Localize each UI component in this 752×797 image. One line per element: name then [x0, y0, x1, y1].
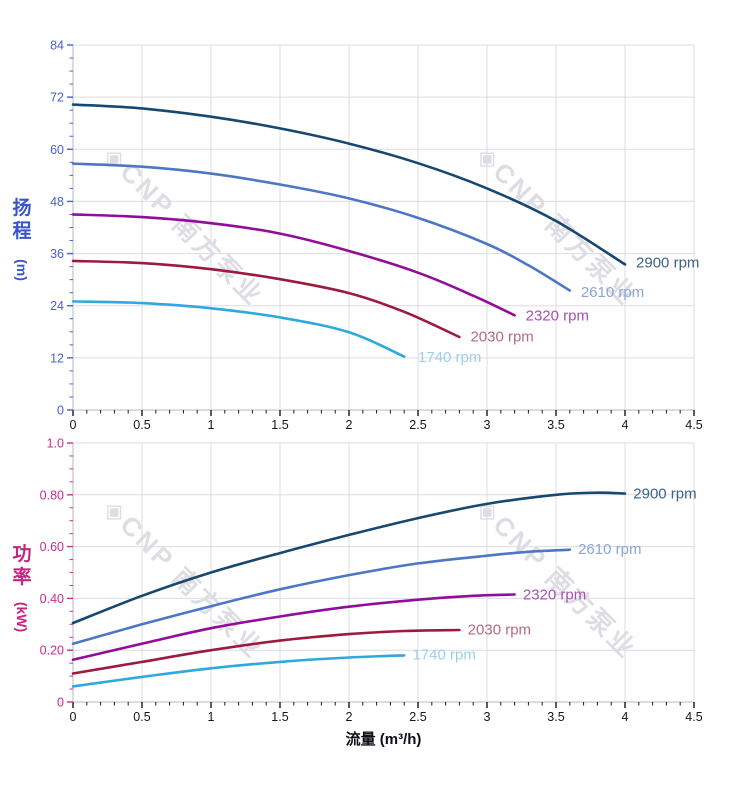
curve-label-1740-rpm: 1740 rpm [412, 647, 475, 664]
curve-label-2610-rpm: 2610 rpm [581, 284, 644, 301]
curve-label-2900-rpm: 2900 rpm [633, 486, 696, 503]
x-tick-label: 2 [346, 710, 353, 724]
x-tick-label: 3.5 [547, 418, 564, 432]
curve-2320-rpm [71, 593, 516, 662]
curve-label-2610-rpm: 2610 rpm [578, 541, 641, 558]
x-tick-label: 1.5 [271, 418, 288, 432]
curve-label-2320-rpm: 2320 rpm [526, 307, 589, 324]
x-tick-label: 0 [70, 710, 77, 724]
x-tick-label: 4 [622, 418, 629, 432]
y-tick-label: 0 [57, 696, 64, 710]
y-tick-label: 72 [50, 91, 64, 105]
curve-label-2030-rpm: 2030 rpm [468, 621, 531, 638]
x-tick-label: 1 [208, 418, 215, 432]
x-tick-label: 0 [70, 418, 77, 432]
x-tick-label: 4 [622, 710, 629, 724]
x-tick-label: 1 [208, 710, 215, 724]
y-tick-label: 0.20 [40, 644, 64, 658]
x-tick-label: 0.5 [133, 418, 150, 432]
power-axis-title: 功率 [12, 544, 32, 588]
curve-label-1740-rpm: 1740 rpm [418, 349, 481, 366]
curve-1740-rpm [71, 654, 406, 688]
y-tick-label: 60 [50, 143, 64, 157]
x-tick-label: 3.5 [547, 710, 564, 724]
y-tick-label: 1.0 [47, 437, 64, 451]
curve-2610-rpm [71, 548, 572, 646]
y-tick-label: 36 [50, 247, 64, 261]
flow-axis-title: 流量 (m³/h) [345, 731, 422, 748]
curve-label-2320-rpm: 2320 rpm [523, 587, 586, 604]
curve-2900-rpm [71, 103, 627, 266]
x-tick-label: 2.5 [409, 710, 426, 724]
x-tick-label: 4.5 [685, 418, 702, 432]
x-tick-label: 1.5 [271, 710, 288, 724]
y-tick-label: 24 [50, 299, 64, 313]
curve-1740-rpm [71, 300, 406, 358]
curve-label-2900-rpm: 2900 rpm [636, 254, 699, 271]
curve-label-2030-rpm: 2030 rpm [470, 329, 533, 346]
x-tick-label: 3 [484, 418, 491, 432]
x-tick-label: 3 [484, 710, 491, 724]
x-tick-label: 2 [346, 418, 353, 432]
curve-2030-rpm [71, 259, 461, 339]
x-tick-label: 2.5 [409, 418, 426, 432]
y-tick-label: 84 [50, 39, 64, 53]
power-axis-unit: (kW) [14, 601, 30, 633]
x-tick-label: 0.5 [133, 710, 150, 724]
head-axis-unit: (m) [14, 259, 30, 281]
head-axis-title: 扬程 [12, 198, 32, 242]
curve-2320-rpm [71, 213, 516, 317]
y-tick-label: 0.80 [40, 488, 64, 502]
x-tick-label: 4.5 [685, 710, 702, 724]
y-tick-label: 0.40 [40, 592, 64, 606]
y-tick-label: 0 [57, 404, 64, 418]
curve-2030-rpm [71, 628, 461, 675]
curve-2610-rpm [71, 162, 572, 292]
curve-2900-rpm [71, 491, 627, 625]
y-tick-label: 12 [50, 351, 64, 365]
y-tick-label: 48 [50, 195, 64, 209]
y-tick-label: 0.60 [40, 540, 64, 554]
